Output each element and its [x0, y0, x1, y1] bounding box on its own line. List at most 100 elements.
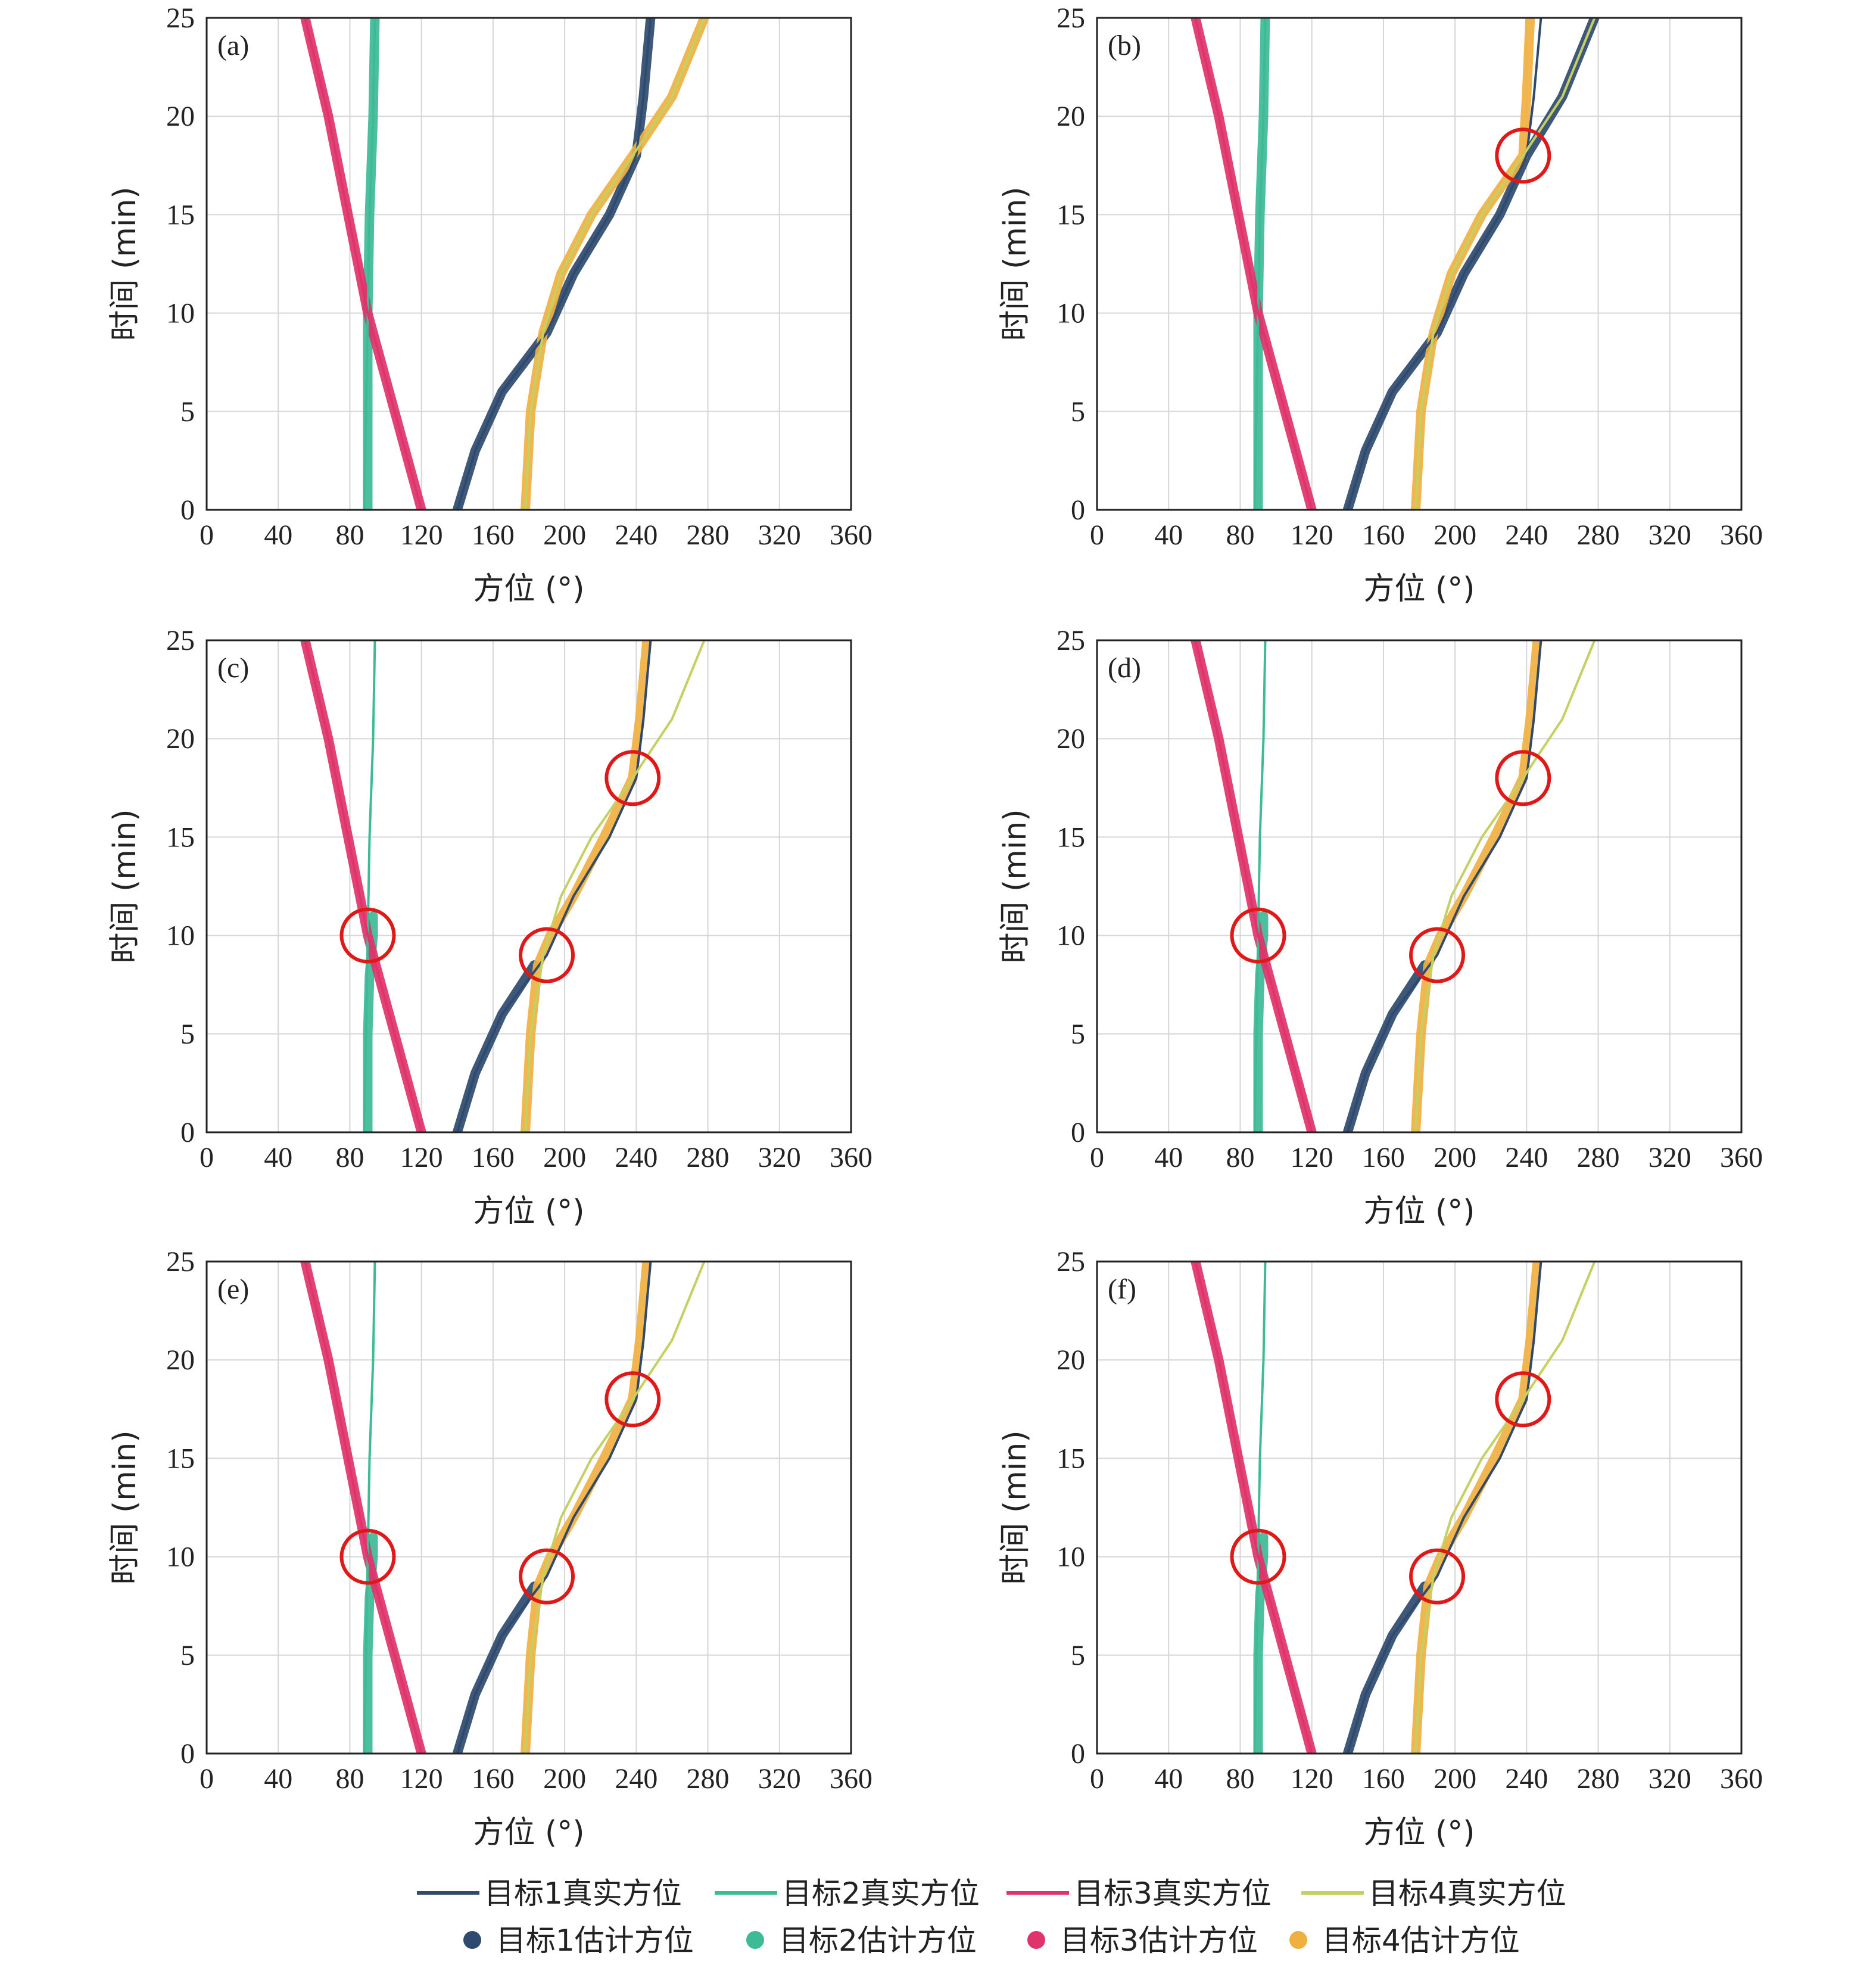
est-series-4 — [1416, 640, 1537, 1132]
x-tick-label: 360 — [830, 1763, 872, 1795]
y-tick-label: 25 — [1057, 2, 1085, 34]
x-tick-label: 280 — [1577, 1142, 1620, 1173]
x-tick-label: 80 — [335, 1763, 364, 1795]
panel-f: 040801201602002402803203600510152025方位 (… — [998, 1246, 1763, 1851]
x-tick-label: 240 — [615, 1763, 657, 1795]
x-tick-label: 40 — [264, 519, 292, 551]
panel-d: 040801201602002402803203600510152025方位 (… — [998, 625, 1763, 1229]
y-axis-label: 时间 (min) — [998, 809, 1033, 963]
x-tick-label: 0 — [200, 1142, 214, 1173]
x-tick-label: 120 — [400, 519, 443, 551]
x-tick-label: 80 — [1226, 1763, 1254, 1795]
x-tick-label: 320 — [1648, 1763, 1691, 1795]
y-tick-label: 25 — [166, 625, 195, 656]
x-tick-label: 0 — [1090, 1142, 1104, 1173]
y-tick-label: 5 — [1071, 396, 1085, 428]
x-tick-label: 160 — [1362, 519, 1405, 551]
legend-est-label-3: 目标3估计方位 — [1060, 1923, 1258, 1958]
y-tick-label: 25 — [1057, 1246, 1085, 1278]
y-tick-label: 10 — [166, 298, 195, 329]
y-tick-label: 0 — [1071, 1738, 1085, 1770]
x-tick-label: 360 — [830, 1142, 872, 1173]
x-tick-label: 0 — [1090, 1763, 1104, 1795]
y-tick-label: 20 — [1057, 1344, 1085, 1376]
y-tick-label: 15 — [1057, 199, 1085, 231]
x-tick-label: 360 — [1720, 1142, 1763, 1173]
x-tick-label: 280 — [687, 1142, 730, 1173]
x-tick-label: 200 — [1434, 1142, 1476, 1173]
panel-label: (e) — [217, 1273, 249, 1305]
y-axis-label: 时间 (min) — [107, 1430, 143, 1584]
x-tick-label: 80 — [335, 1142, 364, 1173]
y-tick-label: 0 — [180, 1117, 195, 1148]
x-tick-label: 280 — [687, 519, 730, 551]
est-series-4 — [1416, 1262, 1537, 1754]
panel-label: (c) — [217, 652, 249, 684]
x-tick-label: 160 — [472, 519, 515, 551]
true-series-4 — [525, 640, 705, 1132]
x-tick-label: 280 — [687, 1763, 730, 1795]
x-tick-label: 200 — [543, 1763, 586, 1795]
legend: 目标1真实方位目标2真实方位目标3真实方位目标4真实方位目标1估计方位目标2估计… — [417, 1876, 1566, 1958]
y-tick-label: 5 — [180, 1640, 195, 1671]
y-tick-label: 20 — [166, 723, 195, 755]
y-tick-label: 5 — [1071, 1019, 1085, 1050]
y-tick-label: 15 — [1057, 821, 1085, 853]
panel-b: 040801201602002402803203600510152025方位 (… — [998, 2, 1763, 607]
x-axis-label: 方位 (°) — [473, 1815, 584, 1851]
x-tick-label: 320 — [1648, 519, 1691, 551]
panel-a: 040801201602002402803203600510152025方位 (… — [107, 2, 872, 607]
y-tick-label: 20 — [1057, 723, 1085, 755]
y-tick-label: 15 — [166, 1443, 195, 1474]
x-tick-label: 160 — [1362, 1142, 1405, 1173]
legend-est-marker-3 — [1027, 1931, 1045, 1949]
plot-area — [1195, 1262, 1594, 1754]
x-tick-label: 320 — [758, 1763, 801, 1795]
y-tick-label: 20 — [166, 1344, 195, 1376]
x-tick-label: 280 — [1577, 519, 1620, 551]
x-tick-label: 40 — [1154, 519, 1183, 551]
plot-area — [1195, 640, 1594, 1132]
x-axis-label: 方位 (°) — [1363, 1815, 1475, 1851]
x-tick-label: 0 — [200, 1763, 214, 1795]
panel-label: (a) — [217, 30, 249, 61]
legend-true-label-4: 目标4真实方位 — [1369, 1876, 1566, 1911]
y-tick-label: 0 — [180, 494, 195, 526]
legend-est-label-2: 目标2估计方位 — [779, 1923, 977, 1958]
x-tick-label: 120 — [400, 1142, 443, 1173]
x-tick-label: 200 — [1434, 519, 1476, 551]
y-axis-label: 时间 (min) — [107, 809, 143, 963]
x-tick-label: 120 — [1291, 519, 1333, 551]
y-tick-label: 20 — [166, 101, 195, 132]
est-series-4 — [525, 1262, 647, 1754]
y-tick-label: 10 — [166, 920, 195, 952]
x-tick-label: 80 — [1226, 519, 1254, 551]
plot-area — [305, 18, 704, 510]
y-tick-label: 15 — [1057, 1443, 1085, 1474]
x-tick-label: 200 — [543, 1142, 586, 1173]
plot-area — [305, 1262, 704, 1754]
x-tick-label: 40 — [1154, 1142, 1183, 1173]
true-series-4 — [525, 1262, 705, 1754]
legend-est-label-1: 目标1估计方位 — [496, 1923, 694, 1958]
x-tick-label: 320 — [758, 1142, 801, 1173]
x-axis-label: 方位 (°) — [1363, 1194, 1475, 1229]
x-tick-label: 360 — [1720, 519, 1763, 551]
y-tick-label: 5 — [180, 1019, 195, 1050]
x-axis-label: 方位 (°) — [473, 1194, 584, 1229]
y-tick-label: 10 — [1057, 298, 1085, 329]
x-tick-label: 320 — [758, 519, 801, 551]
legend-true-label-2: 目标2真实方位 — [782, 1876, 980, 1911]
x-tick-label: 40 — [1154, 1763, 1183, 1795]
legend-est-marker-2 — [746, 1931, 764, 1949]
y-tick-label: 10 — [1057, 1541, 1085, 1573]
x-tick-label: 80 — [1226, 1142, 1254, 1173]
x-tick-label: 360 — [830, 519, 872, 551]
x-tick-label: 240 — [615, 1142, 657, 1173]
panel-e: 040801201602002402803203600510152025方位 (… — [107, 1246, 872, 1851]
x-axis-label: 方位 (°) — [473, 571, 584, 607]
x-tick-label: 40 — [264, 1763, 292, 1795]
y-tick-label: 10 — [1057, 920, 1085, 952]
y-axis-label: 时间 (min) — [107, 186, 143, 341]
figure: 040801201602002402803203600510152025方位 (… — [0, 0, 1876, 1962]
